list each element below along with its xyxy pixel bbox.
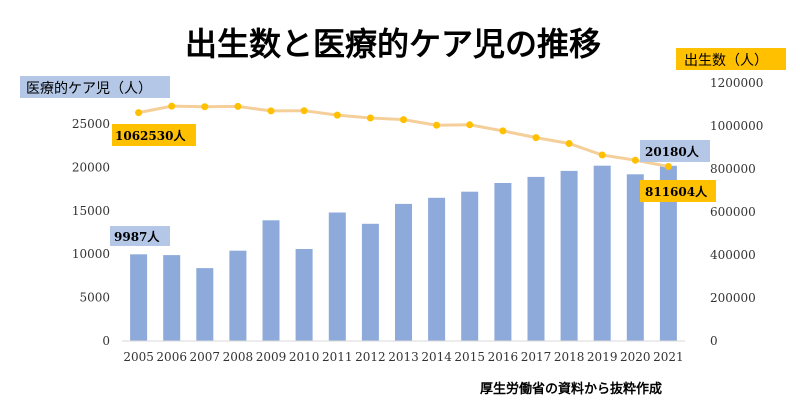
chart-title: 出生数と医療的ケア児の推移 [185,25,601,63]
callout-births-2021-text: 811604人 [645,184,708,199]
x-tick-label: 2021 [653,350,684,364]
callout-births-2005-text: 1062530人 [115,128,186,143]
births-line [138,104,669,168]
births-marker [168,102,176,110]
births-marker [366,114,374,122]
right-axis-label: 出生数（人） [684,53,768,69]
births-marker [267,107,275,115]
left-tick-label: 5000 [79,291,110,305]
right-tick-label: 800000 [710,162,756,176]
x-tick-label: 2007 [190,350,221,364]
births-marker [201,103,209,111]
x-tick-label: 2009 [256,350,287,364]
right-axis-ticks: 0 200000 400000 600000 800000 1000000 1200000 [710,76,763,348]
x-tick-label: 2018 [554,350,585,364]
bar [626,174,644,341]
births-marker [664,163,672,170]
right-axis-label-box [676,48,786,70]
births-marker [135,109,143,117]
births-marker [598,151,606,159]
left-tick-label: 25000 [72,117,110,131]
callout-children-2021-text: 20180人 [645,144,700,159]
bar [130,254,148,341]
x-tick-label: 2011 [322,350,353,364]
births-marker [532,134,540,142]
bar [361,223,379,341]
births-marker [565,140,573,147]
x-tick-label: 2014 [421,350,452,364]
births-marker [466,121,474,129]
callout-births-2005: 1062530人 [112,124,196,146]
x-tick-label: 2012 [355,350,386,364]
bar [328,212,346,341]
bar [163,255,181,341]
bar [461,191,479,341]
bar [229,250,247,341]
bar [262,220,280,341]
bar [527,176,545,341]
right-tick-label: 600000 [710,205,756,219]
births-marker [433,121,441,129]
x-tick-label: 2017 [521,350,552,364]
source-note: 厚生労働省の資料から抜粋作成 [480,381,662,397]
right-tick-label: 1200000 [710,76,763,90]
callout-children-2005-text: 9987人 [114,229,160,244]
bar [428,197,446,341]
right-tick-label: 400000 [710,248,756,262]
x-tick-label: 2019 [587,350,618,364]
left-axis-label-box [20,76,170,98]
left-tick-label: 10000 [72,247,110,261]
births-marker [400,116,407,124]
left-tick-label: 0 [102,334,110,348]
bar [593,165,611,341]
bar [560,170,578,341]
x-axis-ticks: 2005 2006 2007 2008 2009 2010 2011 2012 2013 2014… [123,350,683,364]
bar [395,203,412,341]
callout-births-2021: 811604人 [640,180,716,202]
right-tick-label: 0 [710,334,718,348]
births-marker [300,107,308,115]
births-marker [631,156,639,164]
bar-series [130,165,677,341]
x-tick-label: 2020 [620,350,651,364]
right-tick-label: 1000000 [710,119,763,133]
x-tick-label: 2005 [123,350,154,364]
left-tick-label: 15000 [72,204,110,218]
left-axis-ticks: 0 5000 10000 15000 20000 25000 [72,117,110,348]
births-marker [333,111,341,119]
left-tick-label: 20000 [72,160,110,174]
bar [494,183,512,341]
x-tick-label: 2016 [488,350,519,364]
callout-children-2021: 20180人 [640,140,710,162]
callout-children-2005: 9987人 [110,226,170,246]
births-markers [135,102,672,170]
x-tick-label: 2015 [454,350,485,364]
x-tick-label: 2013 [388,350,419,364]
bar [295,249,313,341]
left-axis-label: 医療的ケア児（人） [26,80,152,97]
bar [659,165,677,341]
x-tick-label: 2008 [223,350,254,364]
births-marker [234,102,242,110]
right-tick-label: 200000 [710,291,756,305]
bar [196,268,214,341]
x-tick-label: 2006 [156,350,187,364]
births-marker [499,127,507,135]
x-tick-label: 2010 [289,350,320,364]
